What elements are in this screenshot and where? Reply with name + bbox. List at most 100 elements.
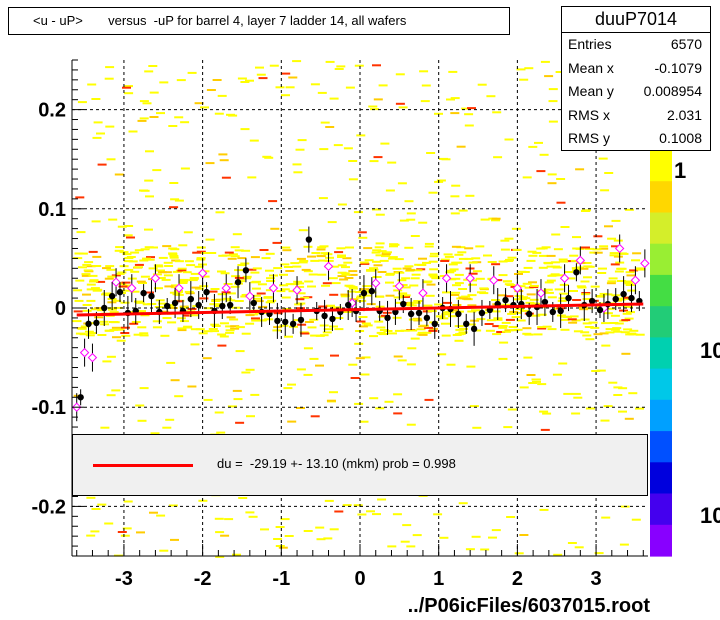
fill-cell	[593, 251, 603, 254]
fill-cell	[611, 245, 620, 248]
fill-cell	[383, 251, 392, 254]
fill-cell	[142, 303, 152, 306]
fill-cell	[523, 266, 533, 269]
fill-cell	[599, 332, 609, 335]
fill-cell	[237, 264, 247, 267]
fill-cell	[374, 320, 384, 323]
fill-cell	[252, 297, 262, 300]
fill-cell	[582, 334, 592, 337]
fill-cell	[200, 275, 210, 278]
fill-cell	[576, 285, 586, 288]
fill-cell	[329, 391, 338, 394]
data-point	[565, 294, 572, 302]
fill-cell	[418, 221, 428, 224]
fill-cell	[228, 253, 238, 256]
fill-cell	[96, 132, 105, 135]
fill-cell	[524, 67, 534, 70]
fill-cell	[288, 290, 298, 293]
fill-cell	[180, 121, 190, 124]
fill-cell	[203, 307, 213, 310]
fill-cell	[194, 102, 204, 105]
fill-cell	[572, 247, 582, 250]
fill-cell	[455, 333, 464, 336]
fill-cell	[266, 277, 275, 280]
stats-label: Mean x	[568, 59, 614, 76]
fill-cell	[505, 318, 515, 321]
fill-cell	[337, 271, 347, 274]
fill-cell	[395, 301, 405, 304]
fill-cell	[527, 250, 537, 253]
fill-cell	[580, 293, 590, 296]
fill-cell	[152, 320, 162, 323]
fill-cell	[609, 322, 619, 324]
fill-cell	[536, 247, 546, 250]
fill-cell	[139, 100, 149, 103]
fill-cell	[492, 333, 502, 336]
fill-cell	[409, 284, 419, 287]
fill-cell	[544, 75, 554, 78]
fill-cell	[412, 534, 422, 537]
fill-cell	[321, 284, 330, 287]
fill-cell	[265, 252, 275, 255]
fill-cell	[169, 256, 179, 259]
fill-cell	[464, 113, 474, 116]
fill-cell	[371, 251, 381, 254]
fill-cell	[84, 330, 94, 333]
fill-cell	[544, 291, 554, 294]
fill-cell	[209, 303, 219, 306]
fill-cell	[273, 312, 283, 315]
fill-cell	[179, 278, 189, 281]
data-point	[478, 309, 486, 317]
fill-cell	[588, 321, 598, 324]
fill-cell	[154, 287, 163, 290]
fill-cell	[109, 328, 119, 331]
fill-cell	[547, 328, 557, 331]
fill-cell	[179, 306, 189, 309]
fill-cell	[180, 320, 189, 323]
fill-cell	[434, 303, 444, 306]
axes: -3 -2 -1 0 1 2 3 -0.2 -0.1 0 0.1 0.2	[32, 59, 648, 590]
fill-cell	[375, 254, 385, 257]
fill-cell	[508, 326, 518, 328]
fill-cell	[320, 121, 330, 124]
fill-cell	[92, 136, 102, 139]
data-point	[226, 301, 234, 309]
fill-cell	[281, 72, 291, 75]
fill-cell	[591, 370, 601, 372]
fill-cell	[596, 369, 606, 372]
fill-cell	[117, 225, 127, 228]
fill-cell	[406, 363, 416, 366]
fill-cell	[375, 242, 385, 245]
fill-cell	[219, 335, 229, 338]
fill-cell	[136, 531, 145, 534]
fill-cell	[572, 236, 581, 239]
fill-cell	[458, 288, 468, 290]
fill-cell	[264, 318, 274, 321]
fill-cell	[182, 326, 192, 329]
fill-cell	[476, 318, 486, 321]
fill-cell	[469, 405, 479, 408]
fill-cell	[362, 285, 372, 288]
fill-cell	[621, 319, 631, 322]
data-point	[148, 292, 155, 300]
data-point	[305, 236, 313, 243]
fill-cell	[541, 246, 551, 249]
fill-cell	[122, 253, 132, 256]
fill-cell	[300, 296, 310, 299]
fill-cell	[597, 272, 607, 274]
fill-cell	[137, 326, 147, 329]
fill-cell	[145, 150, 154, 153]
fill-cell	[406, 268, 415, 271]
fill-cell	[279, 324, 289, 327]
fill-cell	[507, 312, 517, 315]
fill-cell	[145, 195, 154, 198]
fill-cell	[304, 280, 314, 283]
fill-cell	[237, 77, 247, 80]
fill-cell	[130, 270, 140, 273]
fill-cell	[162, 426, 172, 429]
fill-cell	[505, 258, 514, 261]
fill-cell	[297, 139, 307, 142]
fill-cell	[217, 344, 227, 347]
fill-cell	[457, 251, 467, 254]
fill-cell	[343, 261, 353, 264]
